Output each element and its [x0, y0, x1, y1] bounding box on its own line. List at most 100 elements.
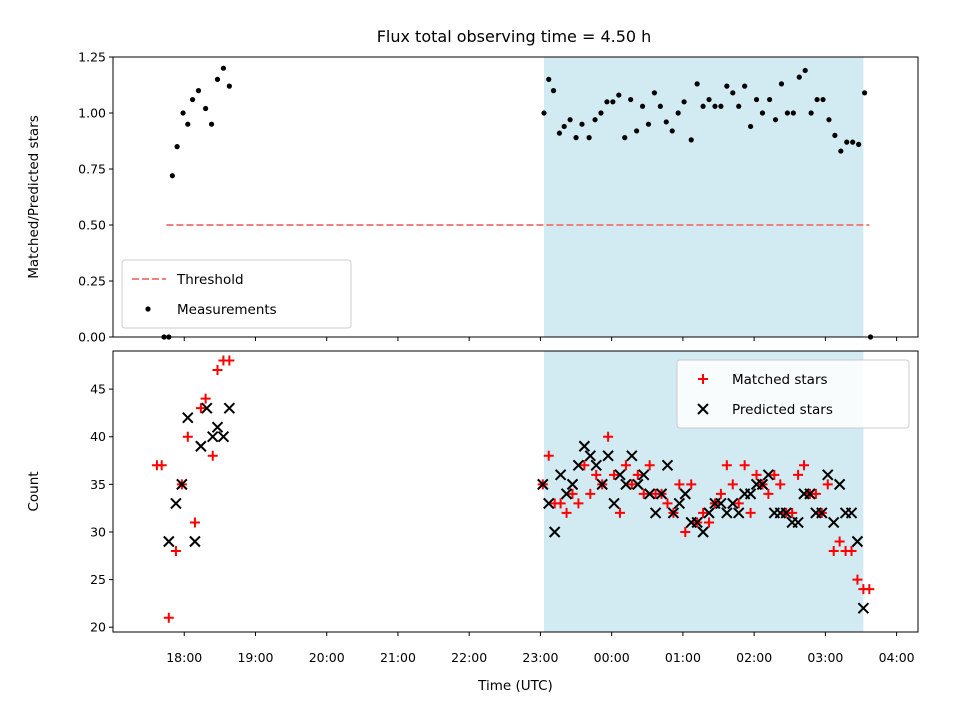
x-tick-label: 21:00 [380, 650, 416, 665]
data-point [790, 110, 796, 116]
data-point [799, 460, 810, 471]
data-point [608, 497, 620, 510]
data-point [834, 536, 845, 547]
y-tick-label: 45 [90, 382, 106, 397]
data-point [622, 135, 628, 141]
data-point [784, 110, 790, 116]
data-point [543, 497, 555, 510]
data-point [156, 460, 167, 471]
data-point [661, 459, 674, 472]
data-point [567, 488, 578, 499]
y-axis-label: Matched/Predicted stars [26, 115, 42, 278]
data-point [657, 103, 663, 109]
data-point [644, 460, 655, 471]
data-point [223, 402, 236, 414]
data-point [727, 479, 738, 490]
data-point [189, 535, 201, 548]
data-point [591, 469, 602, 480]
data-point [634, 128, 640, 134]
data-point [669, 128, 675, 134]
data-point [645, 121, 652, 127]
data-point [691, 516, 703, 529]
data-point [214, 76, 221, 82]
data-point [182, 431, 193, 442]
data-point [546, 76, 552, 82]
data-point [763, 488, 774, 499]
x-tick-label: 18:00 [166, 650, 202, 665]
y-tick-label: 0.50 [78, 218, 106, 233]
data-point [609, 469, 620, 480]
data-point [759, 110, 766, 116]
data-point [833, 478, 846, 491]
data-point [185, 121, 191, 127]
data-point [207, 431, 219, 443]
data-point [814, 96, 820, 103]
x-tick-label: 04:00 [879, 650, 915, 665]
data-point [537, 478, 549, 491]
legend-dot-marker [145, 306, 151, 312]
data-point [852, 574, 863, 585]
data-point [180, 110, 186, 116]
data-point [724, 83, 730, 89]
data-point [736, 103, 742, 109]
data-point [649, 507, 662, 519]
legend-box [121, 259, 352, 329]
data-point [718, 103, 724, 109]
legend-label: Threshold [176, 272, 244, 288]
data-point [643, 488, 656, 500]
data-point [816, 507, 828, 519]
data-point [579, 121, 585, 127]
data-point [585, 488, 596, 499]
data-point [639, 103, 646, 109]
data-point [201, 402, 213, 414]
data-point [220, 65, 227, 71]
legend-x-marker [697, 403, 709, 415]
data-point [674, 479, 685, 490]
data-point [195, 403, 206, 414]
legend-box [676, 359, 910, 429]
data-point [572, 459, 585, 472]
legend-label: Predicted stars [732, 402, 833, 418]
data-point [822, 469, 834, 481]
data-point [561, 507, 572, 518]
data-point [733, 498, 744, 509]
data-point [663, 119, 669, 125]
data-point [730, 90, 736, 96]
data-point [772, 117, 779, 123]
y-tick-label: 30 [90, 524, 106, 539]
data-point [211, 421, 224, 433]
data-point [182, 411, 194, 424]
y-tick-label: 0.75 [78, 162, 106, 177]
y-tick-label: 0.25 [78, 274, 106, 289]
axes-frame [112, 350, 919, 633]
data-point [778, 81, 785, 87]
data-point [753, 96, 760, 103]
data-point [733, 507, 745, 519]
data-point [697, 526, 709, 538]
data-point [603, 431, 614, 442]
x-tick-label: 00:00 [594, 650, 630, 665]
data-point [704, 517, 715, 528]
legend-label: Measurements [177, 302, 277, 318]
highlight-span [543, 57, 864, 337]
count-panel: 20 25 30 35 40 45 18:00 19:00 20:00 21:00 22:00 23:… [26, 350, 919, 694]
data-point [820, 96, 826, 103]
data-point [861, 90, 868, 96]
data-point [638, 469, 650, 481]
data-point [827, 516, 840, 529]
data-point [762, 469, 775, 481]
data-point [548, 526, 561, 538]
data-point [793, 469, 804, 480]
x-tick-label: 22:00 [451, 650, 487, 665]
data-point [554, 469, 567, 481]
data-point [550, 88, 557, 94]
data-point [828, 546, 839, 557]
data-point [651, 90, 658, 96]
data-point [787, 507, 798, 518]
data-point [838, 148, 844, 154]
x-tick-label: 19:00 [237, 650, 273, 665]
data-point [673, 497, 686, 510]
data-point [727, 497, 739, 510]
data-point [555, 498, 566, 509]
